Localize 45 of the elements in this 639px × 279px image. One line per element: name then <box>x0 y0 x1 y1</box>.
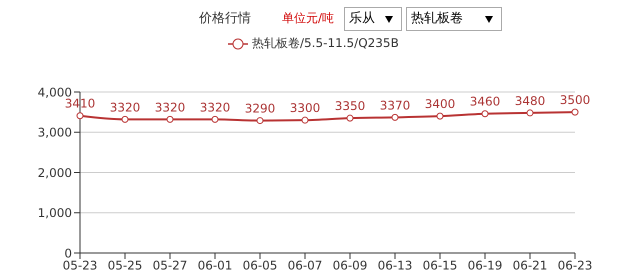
data-label: 3320 <box>110 100 140 114</box>
x-tick-label: 06-05 <box>242 258 278 273</box>
y-tick-label: 4,000 <box>38 85 72 100</box>
dropdown: 乐从 <box>344 7 402 31</box>
point <box>212 116 218 123</box>
x-tick-label: 06-01 <box>198 258 232 273</box>
data-label: 3350 <box>334 99 366 114</box>
x-tick-label: 06-13 <box>378 258 412 273</box>
data-label: 3320 <box>154 100 186 114</box>
point <box>256 117 264 124</box>
data-label: 3400 <box>424 97 456 112</box>
point <box>302 116 308 124</box>
y-tick-label: 3,000 <box>38 126 72 140</box>
data-label: 3320 <box>200 100 230 114</box>
dropdown: 热轧板卷 <box>406 7 502 31</box>
x-tick-label: 05-25 <box>108 258 142 273</box>
point <box>346 114 354 122</box>
legend-label: 热轧板卷/5.5-11.5/Q235B <box>251 35 399 52</box>
x-tick-label: 06-15 <box>422 258 458 273</box>
chart-subtitle: 单位元/吨 <box>282 10 334 27</box>
point <box>526 109 534 116</box>
x-tick-label: 06-21 <box>512 258 548 273</box>
point <box>572 108 578 116</box>
data-label: 3500 <box>560 93 590 108</box>
x-tick-label: 05-23 <box>62 258 98 273</box>
point <box>76 112 84 120</box>
point <box>122 116 128 123</box>
point <box>482 110 488 118</box>
data-label: 3480 <box>514 94 546 108</box>
x-tick-label: 05-27 <box>152 258 188 273</box>
x-tick-label: 06-09 <box>332 258 368 273</box>
point <box>436 112 444 120</box>
data-label: 3460 <box>470 94 500 109</box>
y-tick-label: 1,000 <box>38 206 72 220</box>
x-tick-label: 06-07 <box>288 258 322 273</box>
y-tick-label: 2,000 <box>38 166 72 180</box>
point <box>166 116 174 123</box>
point <box>392 114 398 121</box>
data-label: 3300 <box>290 101 320 116</box>
x-tick-label: 06-23 <box>558 258 592 273</box>
x-tick-label: 06-19 <box>468 258 502 273</box>
data-label: 3290 <box>244 102 276 116</box>
chart-title: 价格行情 <box>199 10 251 27</box>
data-label: 3370 <box>380 98 410 112</box>
y-tick-label: 0 <box>64 246 72 260</box>
